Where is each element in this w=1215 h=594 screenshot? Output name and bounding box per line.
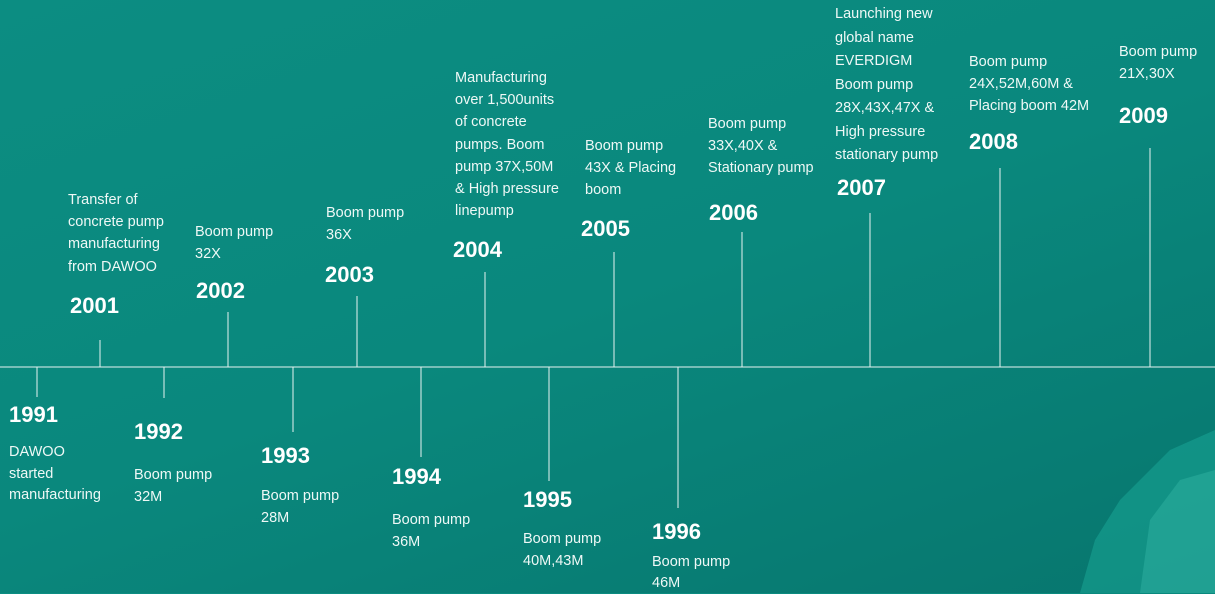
year-label: 2002: [196, 278, 245, 304]
description-line: Boom pump: [392, 510, 470, 532]
description-line: Stationary pump: [708, 157, 814, 179]
description-line: manufacturing: [68, 233, 164, 255]
description-line: linepump: [455, 200, 559, 222]
description-line: started: [9, 464, 101, 486]
description-line: Boom pump: [708, 113, 814, 135]
description-line: 21X,30X: [1119, 63, 1197, 85]
year-label: 2004: [453, 237, 502, 263]
year-label: 2009: [1119, 103, 1168, 129]
description-line: boom: [585, 179, 676, 201]
year-label: 2001: [70, 293, 119, 319]
description-line: DAWOO: [9, 442, 101, 464]
description-line: 36X: [326, 224, 404, 246]
year-label: 1995: [523, 487, 572, 513]
description-line: Manufacturing: [455, 67, 559, 89]
description-line: from DAWOO: [68, 256, 164, 278]
description-line: Transfer of: [68, 189, 164, 211]
description-line: Boom pump: [969, 51, 1089, 73]
description-line: Boom pump: [134, 465, 212, 487]
description-line: 28X,43X,47X &: [835, 97, 938, 121]
description-line: manufacturing: [9, 485, 101, 507]
description-line: Boom pump: [326, 202, 404, 224]
description-line: 32X: [195, 243, 273, 265]
description-line: 40M,43M: [523, 551, 601, 573]
description-line: global name: [835, 27, 938, 51]
description-line: Boom pump: [1119, 41, 1197, 63]
description-line: Placing boom 42M: [969, 95, 1089, 117]
description-line: concrete pump: [68, 211, 164, 233]
year-label: 2003: [325, 262, 374, 288]
description-line: Launching new: [835, 3, 938, 27]
year-label: 2008: [969, 129, 1018, 155]
year-label: 1996: [652, 519, 701, 545]
description-line: 46M: [652, 573, 730, 594]
year-label: 2005: [581, 216, 630, 242]
description-line: 32M: [134, 487, 212, 509]
description-line: Boom pump: [652, 552, 730, 573]
description-line: 43X & Placing: [585, 157, 676, 179]
year-label: 1994: [392, 464, 441, 490]
year-label: 2007: [837, 175, 886, 201]
description-line: 33X,40X &: [708, 135, 814, 157]
year-label: 1992: [134, 419, 183, 445]
year-label: 2006: [709, 200, 758, 226]
description-line: 28M: [261, 508, 339, 530]
year-label: 1993: [261, 443, 310, 469]
description-line: Boom pump: [523, 529, 601, 551]
description-line: pump 37X,50M: [455, 156, 559, 178]
description-line: High pressure: [835, 121, 938, 145]
description-line: Boom pump: [195, 221, 273, 243]
year-label: 1991: [9, 402, 58, 428]
description-line: Boom pump: [835, 74, 938, 98]
description-line: of concrete: [455, 111, 559, 133]
description-line: EVERDIGM: [835, 50, 938, 74]
description-line: Boom pump: [261, 486, 339, 508]
description-line: over 1,500units: [455, 89, 559, 111]
timeline-page: (() => { const data = JSON.parse(documen…: [0, 0, 1215, 593]
description-line: stationary pump: [835, 144, 938, 168]
description-line: pumps. Boom: [455, 134, 559, 156]
description-line: & High pressure: [455, 178, 559, 200]
description-line: 24X,52M,60M &: [969, 73, 1089, 95]
description-line: 36M: [392, 532, 470, 554]
description-line: Boom pump: [585, 135, 676, 157]
